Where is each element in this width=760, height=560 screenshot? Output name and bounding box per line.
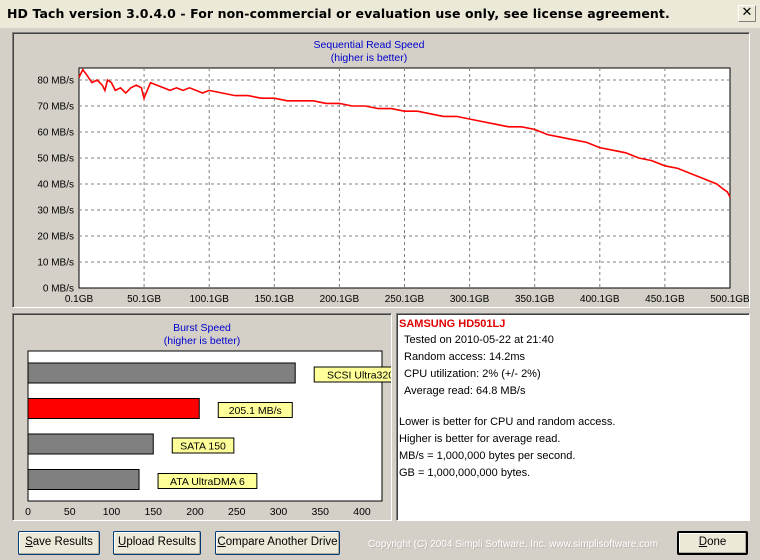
burst-speed-chart: Burst Speed (higher is better) SCSI Ultr… (25, 322, 391, 518)
read-x-tick-label: 500.1GB (710, 294, 749, 305)
burst-bar (27, 433, 154, 455)
read-y-tick-label: 0 MB/s (43, 284, 74, 295)
done-button[interactable]: Done (677, 531, 748, 555)
read-x-tick-label: 200.1GB (320, 294, 360, 305)
cpu-utilization: CPU utilization: 2% (+/- 2%) (404, 368, 541, 380)
burst-x-axis: 0 50 100 150 200 250 300 350 400 (25, 506, 371, 518)
burst-x-tick-label: 200 (186, 506, 204, 518)
read-x-axis: 0.1GB 50.1GB 100.1GB 150.1GB 200.1GB 250.1GB 3… (65, 294, 749, 305)
done-label: one (707, 536, 727, 548)
burst-x-tick-label: 350 (311, 506, 329, 518)
save-accel: S (25, 536, 33, 548)
read-x-tick-label: 250.1GB (385, 294, 425, 305)
read-y-tick-label: 10 MB/s (37, 258, 74, 269)
note-gb-definition: GB = 1,000,000,000 bytes. (399, 467, 531, 479)
burst-bar-label-box (313, 366, 391, 383)
read-x-tick-label: 150.1GB (255, 294, 295, 305)
burst-x-tick-label: 100 (103, 506, 121, 518)
read-y-tick-label: 50 MB/s (37, 154, 74, 165)
window-title: HD Tach version 3.0.4.0 - For non-commer… (7, 6, 670, 21)
burst-bar (27, 398, 200, 419)
close-button[interactable]: ✕ (738, 5, 756, 22)
burst-bar-label: SATA 150 (180, 441, 226, 453)
read-x-tick-label: 450.1GB (645, 294, 685, 305)
burst-bar-label-box (157, 473, 258, 489)
compare-drive-button[interactable]: Compare Another Drive (215, 531, 340, 555)
burst-bar (27, 362, 296, 384)
note-higher-better: Higher is better for average read. (399, 433, 561, 445)
read-x-tick-label: 350.1GB (515, 294, 555, 305)
read-chart-title: Sequential Read Speed (314, 39, 425, 51)
results-info-panel: SAMSUNG HD501LJ Tested on 2010-05-22 at … (396, 313, 750, 521)
compare-label: ompare Another Drive (225, 536, 338, 548)
burst-bar-label: SCSI Ultra320 (327, 370, 391, 382)
burst-bar-label: ATA UltraDMA 6 (170, 476, 245, 488)
burst-bar-label-box (217, 402, 293, 418)
burst-bar (27, 469, 140, 490)
drive-name: SAMSUNG HD501LJ (399, 318, 506, 330)
read-y-tick-label: 60 MB/s (37, 128, 74, 139)
done-accel: D (698, 536, 708, 548)
upload-results-button[interactable]: Upload Results (113, 531, 201, 555)
upload-accel: U (118, 536, 127, 548)
burst-chart-title: Burst Speed (173, 322, 231, 334)
read-grid (79, 68, 730, 288)
burst-x-tick-label: 0 (25, 506, 31, 518)
note-mbs-definition: MB/s = 1,000,000 bytes per second. (399, 450, 576, 462)
read-y-tick-label: 30 MB/s (37, 206, 74, 217)
note-lower-better: Lower is better for CPU and random acces… (399, 416, 616, 428)
read-x-tick-label: 100.1GB (189, 294, 229, 305)
close-icon: ✕ (741, 5, 753, 20)
read-y-axis: 80 MB/s 70 MB/s 60 MB/s 50 MB/s 40 MB/s 30 MB… (37, 76, 74, 295)
burst-x-tick-label: 150 (144, 506, 162, 518)
compare-accel: C (217, 536, 226, 548)
burst-speed-panel: Burst Speed (higher is better) SCSI Ultr… (12, 313, 392, 521)
upload-label: pload Results (126, 536, 196, 548)
burst-bar-label: 205.1 MB/s (229, 405, 282, 417)
read-y-tick-label: 40 MB/s (37, 180, 74, 191)
sequential-read-panel: Sequential Read Speed (higher is better)… (12, 32, 750, 308)
copyright-text: Copyright (C) 2004 Simpli Software, Inc.… (368, 539, 659, 550)
burst-x-tick-label: 300 (270, 506, 288, 518)
read-y-tick-label: 20 MB/s (37, 232, 74, 243)
save-results-button[interactable]: Save Results (18, 531, 100, 555)
burst-x-tick-label: 400 (353, 506, 371, 518)
read-x-tick-label: 300.1GB (450, 294, 490, 305)
burst-chart-subtitle: (higher is better) (164, 335, 240, 347)
average-read: Average read: 64.8 MB/s (404, 385, 526, 397)
read-y-tick-label: 80 MB/s (37, 76, 74, 87)
random-access: Random access: 14.2ms (404, 351, 526, 363)
tested-date: Tested on 2010-05-22 at 21:40 (404, 334, 554, 346)
title-bar: HD Tach version 3.0.4.0 - For non-commer… (0, 0, 760, 28)
burst-x-tick-label: 50 (64, 506, 76, 518)
save-label: ave Results (32, 536, 93, 548)
read-x-tick-label: 50.1GB (127, 294, 161, 305)
burst-bars: SCSI Ultra320 205.1 MB/s SATA 150 ATA Ultra… (27, 362, 391, 490)
read-x-tick-label: 400.1GB (580, 294, 620, 305)
burst-bar-label-box (171, 437, 235, 454)
read-y-tick-label: 70 MB/s (37, 102, 74, 113)
read-series-line (78, 68, 731, 198)
burst-x-tick-label: 250 (228, 506, 246, 518)
sequential-read-chart: Sequential Read Speed (higher is better)… (37, 39, 749, 305)
read-chart-subtitle: (higher is better) (331, 52, 407, 64)
read-x-tick-label: 0.1GB (65, 294, 94, 305)
